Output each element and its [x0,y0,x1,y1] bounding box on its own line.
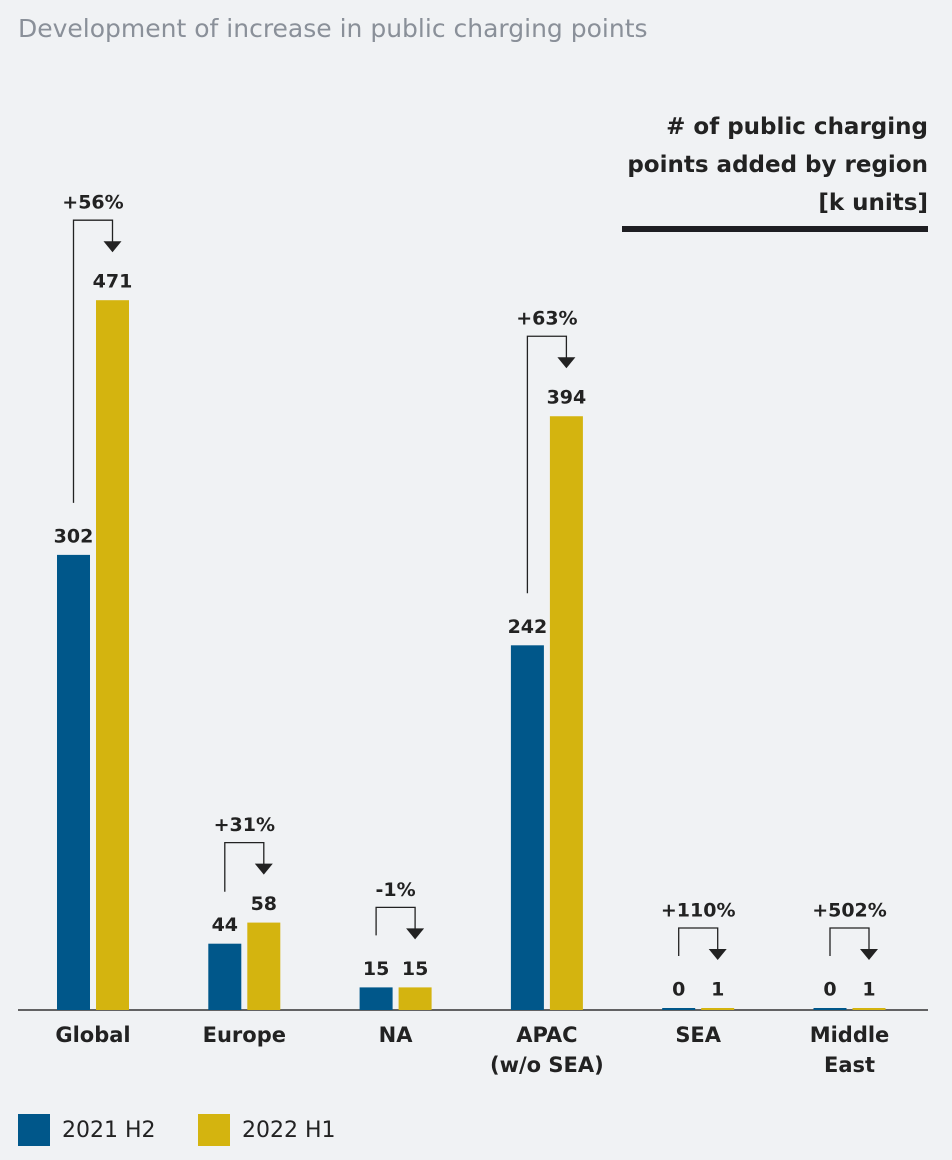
growth-arrowhead [406,928,425,940]
bar [701,1008,735,1010]
x-tick-label: SEA [675,1023,722,1047]
value-label: 1 [711,979,724,1001]
bar [852,1008,886,1010]
growth-label: +63% [516,308,577,330]
growth-connector [526,335,568,594]
growth-connector [678,927,719,956]
value-label: 15 [363,958,389,980]
legend-label: 2021 H2 [62,1118,156,1143]
growth-label: +502% [812,900,887,922]
bar [662,1008,696,1010]
x-tick-label: NA [378,1023,413,1047]
value-label: 15 [402,958,428,980]
growth-label: +31% [214,814,275,836]
chart-title: Development of increase in public chargi… [18,14,648,43]
bar [549,416,583,1010]
value-label: 302 [54,525,94,547]
value-label: 58 [251,893,277,915]
legend-swatch [18,1114,50,1146]
value-label: 0 [672,979,685,1001]
value-label: 242 [508,616,548,638]
value-label: 0 [823,979,836,1001]
growth-arrowhead [103,241,122,253]
bar [813,1008,847,1010]
growth-arrowhead [708,949,727,960]
axis-note: # of public charging points added by reg… [627,114,928,216]
bar [96,300,129,1010]
legend-label: 2022 H1 [242,1118,336,1143]
bar [359,987,393,1010]
growth-connector [72,219,114,503]
bar [398,987,432,1010]
bar [247,922,281,1010]
growth-label: -1% [376,879,416,901]
note-underline [622,226,928,232]
x-tick-label: APAC (w/o SEA) [490,1023,604,1077]
growth-connector [375,906,416,936]
growth-connector [829,927,870,956]
x-tick-label: Global [55,1023,131,1047]
x-tick-label: Europe [202,1023,286,1047]
growth-connector [224,841,265,892]
value-label: 394 [547,387,587,409]
value-label: 1 [862,979,875,1001]
growth-label: +110% [661,900,736,922]
x-tick-label: Middle East [809,1023,890,1077]
growth-arrowhead [860,949,878,960]
bar [57,554,90,1010]
value-label: 44 [212,914,238,936]
legend-swatch [198,1114,230,1146]
growth-arrowhead [254,863,273,875]
growth-arrowhead [557,357,576,369]
growth-label: +56% [62,192,123,214]
bar [208,943,242,1010]
value-label: 471 [93,271,133,293]
bar [510,645,544,1010]
